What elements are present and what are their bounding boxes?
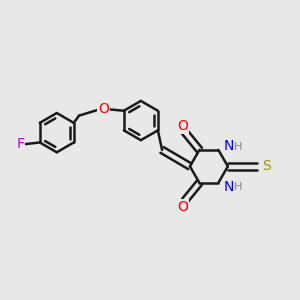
Text: F: F: [17, 137, 25, 151]
Text: O: O: [178, 200, 188, 214]
Text: H: H: [234, 142, 242, 152]
Text: N: N: [224, 180, 234, 194]
Text: O: O: [98, 102, 109, 116]
Text: H: H: [234, 182, 242, 192]
Text: O: O: [178, 119, 188, 133]
Text: N: N: [224, 139, 234, 153]
Text: S: S: [262, 159, 271, 173]
